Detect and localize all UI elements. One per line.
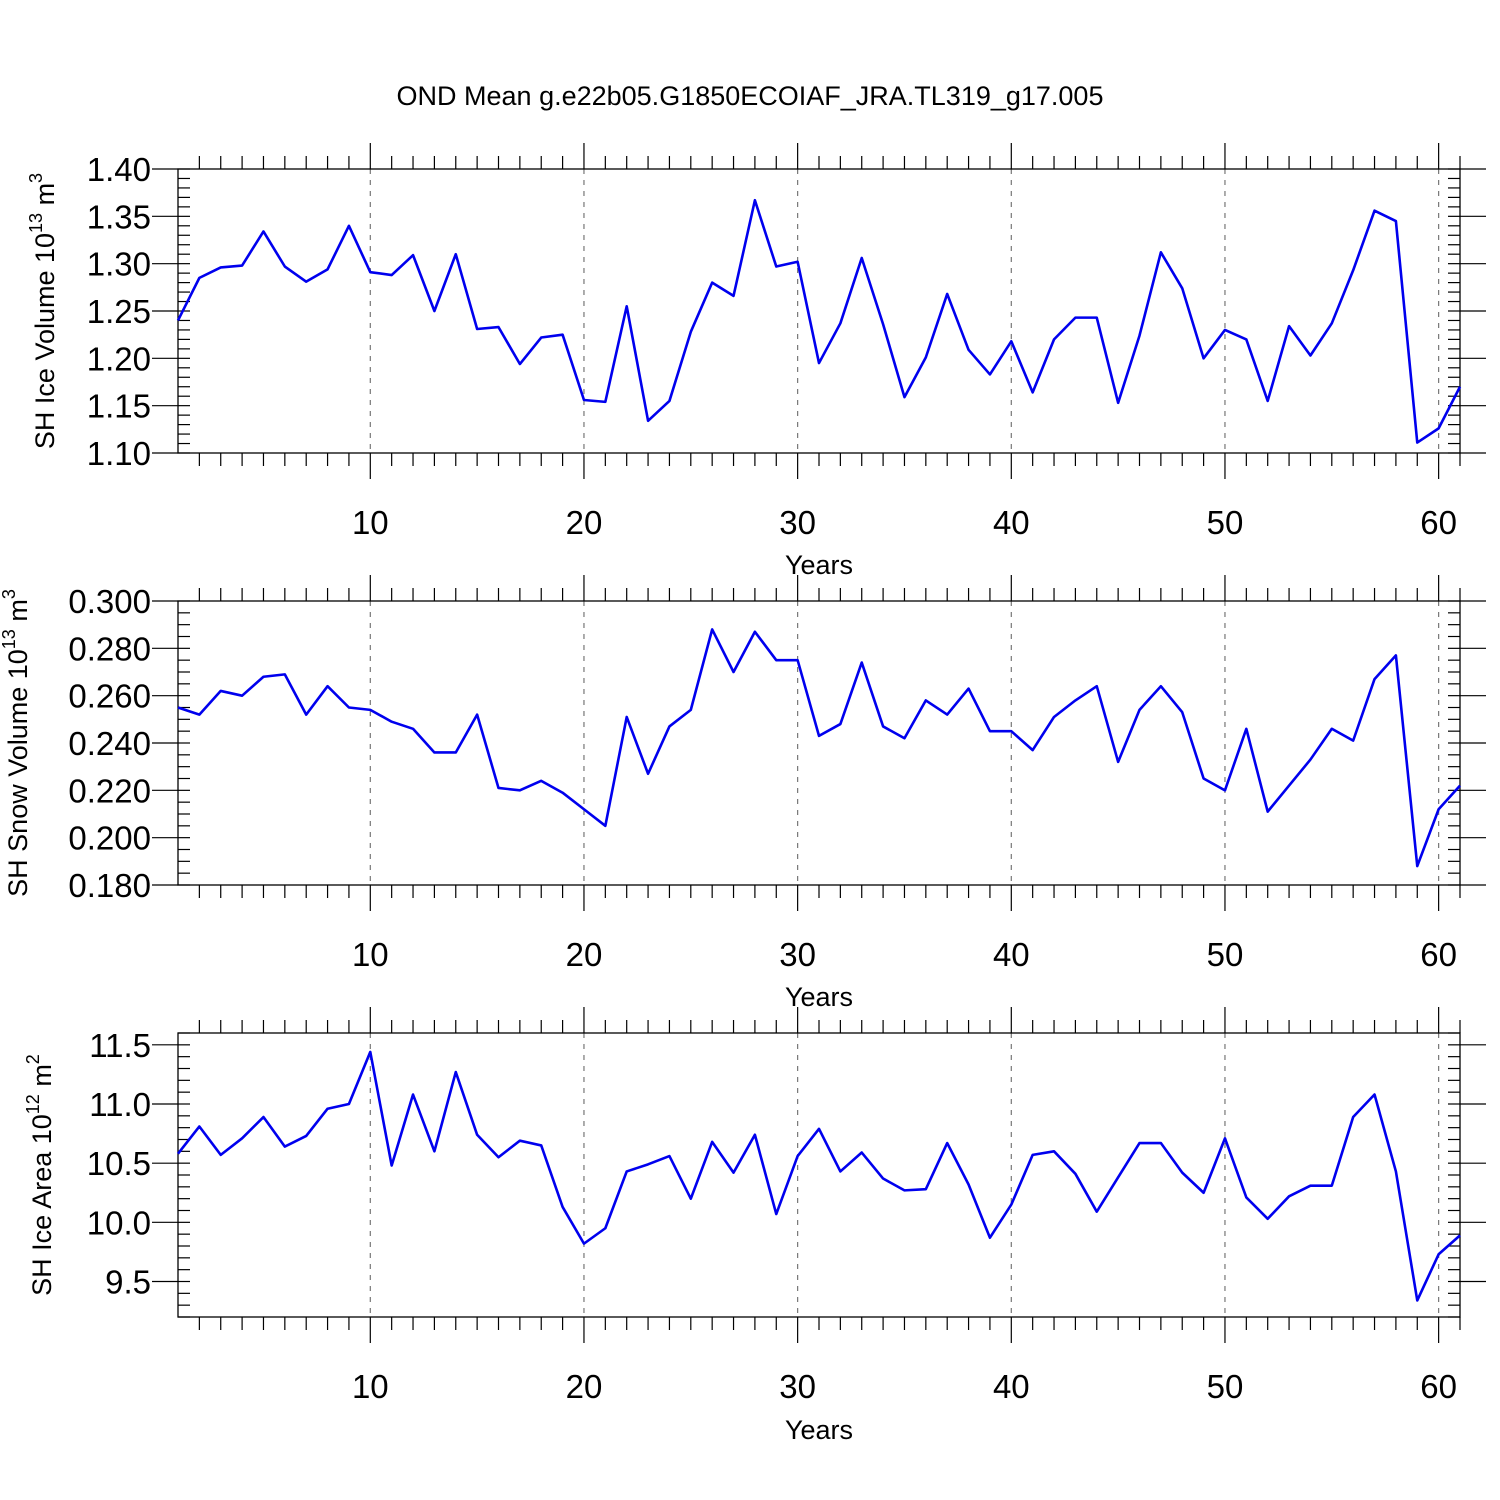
y-tick-label: 1.30 xyxy=(87,246,151,283)
y-tick-label: 10.0 xyxy=(87,1204,151,1241)
plot-frame xyxy=(177,1032,1461,1318)
x-tick-label: 40 xyxy=(993,936,1030,973)
x-tick-label: 20 xyxy=(566,1368,603,1405)
panel-3: 9.5 10.0 10.5 11.0 11.5 10 20 30 40 50 60 Years SH I… xyxy=(23,1007,1486,1445)
data-series-line xyxy=(176,198,1462,444)
x-tick-label: 10 xyxy=(352,936,389,973)
x-tick-label: 50 xyxy=(1207,1368,1244,1405)
y-tick-label: 1.35 xyxy=(87,198,151,235)
x-tick-label: 50 xyxy=(1207,936,1244,973)
x-tick-label: 20 xyxy=(566,936,603,973)
x-tick-label: 60 xyxy=(1420,936,1457,973)
y-axis-title: SH Ice Area 1012 m2 xyxy=(23,1054,57,1296)
y-tick-label: 0.220 xyxy=(68,772,151,809)
y-tick-label: 1.15 xyxy=(87,388,151,425)
x-tick-label: 40 xyxy=(993,1368,1030,1405)
x-tick-label: 10 xyxy=(352,1368,389,1405)
x-tick-label: 30 xyxy=(779,936,816,973)
panels: 1.10 1.15 1.20 1.25 1.30 1.35 1.40 10 20 30 40 50 60… xyxy=(0,143,1486,1445)
y-tick-label: 1.20 xyxy=(87,340,151,377)
x-tick-label: 60 xyxy=(1420,1368,1457,1405)
y-tick-label: 0.280 xyxy=(68,630,151,667)
x-axis-title: Years xyxy=(785,550,853,580)
data-series-line xyxy=(177,628,1461,868)
x-tick-label: 20 xyxy=(566,504,603,541)
y-tick-label: 0.300 xyxy=(68,583,151,620)
y-tick-label: 11.0 xyxy=(89,1086,151,1123)
y-tick-label: 0.180 xyxy=(68,867,151,904)
y-tick-label: 0.240 xyxy=(68,725,151,762)
x-tick-label: 50 xyxy=(1207,504,1244,541)
x-tick-label: 60 xyxy=(1420,504,1457,541)
y-tick-label: 9.5 xyxy=(105,1264,151,1301)
y-tick-label: 10.5 xyxy=(87,1145,151,1182)
data-series-line xyxy=(176,1050,1461,1302)
plot-frame xyxy=(177,600,1461,886)
x-tick-label: 40 xyxy=(993,504,1030,541)
y-tick-label: 1.25 xyxy=(87,293,151,330)
x-axis-title: Years xyxy=(785,1415,853,1445)
x-tick-label: 10 xyxy=(352,504,389,541)
y-tick-label: 0.260 xyxy=(68,678,151,715)
y-axis-title: SH Ice Volume 1013 m3 xyxy=(26,173,60,449)
y-tick-label: 1.10 xyxy=(87,435,151,472)
y-tick-label: 11.5 xyxy=(89,1027,151,1064)
x-tick-label: 30 xyxy=(779,1368,816,1405)
plot-frame xyxy=(177,168,1461,454)
y-tick-label: 1.40 xyxy=(87,151,151,188)
panel-2: 0.180 0.200 0.220 0.240 0.260 0.280 0.300 10 20 3… xyxy=(0,575,1486,1012)
x-tick-label: 30 xyxy=(779,504,816,541)
y-tick-label: 0.200 xyxy=(68,820,151,857)
figure-title: OND Mean g.e22b05.G1850ECOIAF_JRA.TL319_… xyxy=(397,81,1104,111)
x-axis-title: Years xyxy=(785,982,853,1012)
panel-1: 1.10 1.15 1.20 1.25 1.30 1.35 1.40 10 20 30 40 50 60… xyxy=(26,143,1486,580)
y-axis-title: SH Snow Volume 1013 m3 xyxy=(0,589,33,897)
